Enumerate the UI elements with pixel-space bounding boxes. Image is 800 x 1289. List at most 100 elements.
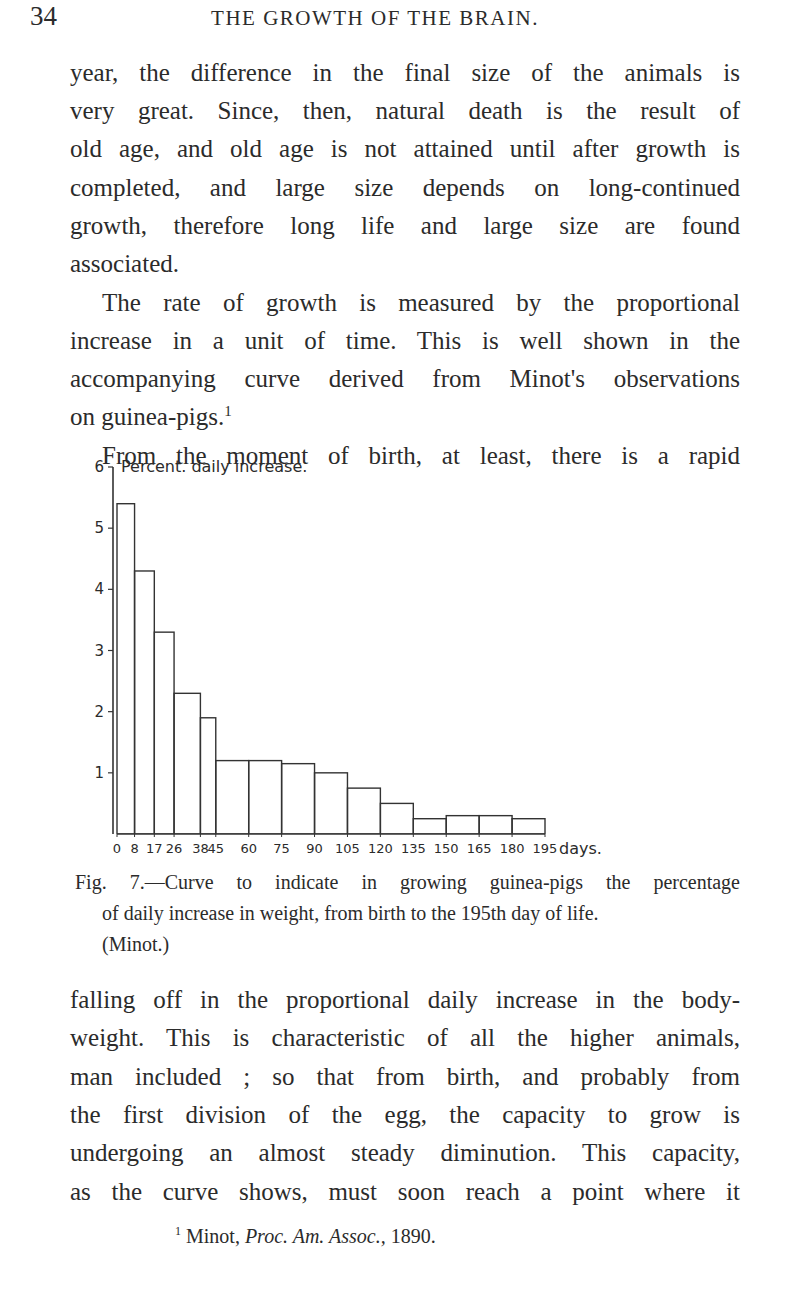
- bar: [347, 788, 380, 834]
- x-tick-label: 38: [192, 841, 209, 856]
- y-axis-label: Percent. daily increase.: [121, 457, 307, 476]
- text-line: old age, and old age is not attained unt…: [70, 133, 740, 166]
- text-line: growth, therefore long life and large si…: [70, 210, 740, 243]
- x-tick: [380, 834, 381, 837]
- text-line: increase in a unit of time. This is well…: [70, 325, 740, 358]
- text: weight. This is characteristic of all th…: [70, 1024, 740, 1051]
- bar: [174, 693, 200, 834]
- text: THE GROWTH OF THE BRAIN.: [211, 6, 539, 30]
- text: growth, therefore long life and large si…: [70, 212, 740, 239]
- x-tick: [413, 834, 414, 837]
- bar: [380, 803, 413, 834]
- y-tick: [108, 711, 113, 712]
- bar: [216, 761, 249, 834]
- bar: [117, 504, 135, 834]
- text-line: falling off in the proportional daily in…: [70, 984, 740, 1017]
- x-tick-label: 105: [335, 841, 360, 856]
- page-number: 34: [30, 0, 57, 35]
- y-tick-label: 2: [94, 703, 104, 721]
- bar: [315, 773, 348, 834]
- x-tick-label: 90: [306, 841, 323, 856]
- text: as the curve shows, must soon reach a po…: [70, 1178, 740, 1205]
- plot-area: [117, 504, 545, 834]
- x-tick-label: 17: [146, 841, 163, 856]
- text: accompanying curve derived from Minot's …: [70, 365, 740, 392]
- text: man included ; so that from birth, and p…: [70, 1063, 740, 1090]
- y-tick: [108, 528, 113, 529]
- x-axis: [117, 833, 545, 835]
- bar: [282, 764, 315, 834]
- x-tick-label: 26: [166, 841, 183, 856]
- text-line: undergoing an almost steady diminution. …: [70, 1137, 740, 1170]
- text: Fig. 7.—Curve to indicate in growing gui…: [75, 871, 740, 893]
- text-line: year, the difference in the final size o…: [70, 57, 740, 90]
- y-tick: [108, 466, 113, 467]
- x-tick-label: 45: [207, 841, 224, 856]
- text: of daily increase in weight, from birth …: [102, 902, 599, 924]
- x-tick-label: 75: [273, 841, 290, 856]
- caption-line: (Minot.): [102, 931, 169, 957]
- text: undergoing an almost steady diminution. …: [70, 1139, 740, 1166]
- footnote-source: Proc. Am. Assoc.,: [245, 1225, 386, 1247]
- x-tick: [134, 834, 135, 837]
- text-line: very great. Since, then, natural death i…: [70, 95, 740, 128]
- x-tick: [117, 834, 118, 837]
- text: The rate of growth is measured by the pr…: [102, 289, 740, 316]
- text: very great. Since, then, natural death i…: [70, 97, 740, 124]
- bar: [512, 819, 545, 834]
- x-tick: [154, 834, 155, 837]
- x-tick-label: 150: [434, 841, 459, 856]
- footnote-marker: 1: [175, 1224, 181, 1238]
- running-title: THE GROWTH OF THE BRAIN.: [0, 5, 750, 32]
- text: year, the difference in the final size o…: [70, 59, 740, 86]
- text: associated.: [70, 250, 179, 277]
- x-tick: [174, 834, 175, 837]
- x-tick: [512, 834, 513, 837]
- text: falling off in the proportional daily in…: [70, 986, 740, 1013]
- y-tick-label: 4: [94, 580, 104, 598]
- text: the first division of the egg, the capac…: [70, 1101, 740, 1128]
- text-line: weight. This is characteristic of all th…: [70, 1022, 740, 1055]
- text: 34: [30, 1, 57, 31]
- bar: [479, 816, 512, 834]
- y-tick-label: 1: [94, 764, 104, 782]
- bar: [249, 761, 282, 834]
- bar: [446, 816, 479, 834]
- text: increase in a unit of time. This is well…: [70, 327, 740, 354]
- text: on guinea-pigs.: [70, 403, 224, 430]
- x-tick: [446, 834, 447, 837]
- x-tick: [347, 834, 348, 837]
- x-tick: [545, 834, 546, 837]
- text-line: the first division of the egg, the capac…: [70, 1099, 740, 1132]
- footnote-year: 1890.: [391, 1225, 436, 1247]
- x-tick-label: 8: [130, 841, 138, 856]
- x-tick-label: 135: [401, 841, 426, 856]
- x-tick: [215, 834, 216, 837]
- y-tick-label: 6: [94, 458, 104, 476]
- x-tick: [281, 834, 282, 837]
- x-tick-label: 195: [533, 841, 558, 856]
- text-line: accompanying curve derived from Minot's …: [70, 363, 740, 396]
- y-tick: [108, 650, 113, 651]
- text-line: completed, and large size depends on lon…: [70, 172, 740, 205]
- x-tick: [200, 834, 201, 837]
- y-tick-label: 3: [94, 642, 104, 660]
- x-tick: [248, 834, 249, 837]
- page: 34THE GROWTH OF THE BRAIN.year, the diff…: [0, 0, 800, 1289]
- bar: [200, 718, 215, 834]
- footnote-author: Minot,: [186, 1225, 240, 1247]
- text: completed, and large size depends on lon…: [70, 174, 740, 201]
- text-line: as the curve shows, must soon reach a po…: [70, 1176, 740, 1209]
- x-tick: [314, 834, 315, 837]
- footnote: 1 Minot, Proc. Am. Assoc., 1890.: [175, 1223, 436, 1249]
- text-line: The rate of growth is measured by the pr…: [102, 287, 740, 320]
- x-tick: [479, 834, 480, 837]
- y-tick-label: 5: [94, 519, 104, 537]
- text: (Minot.): [102, 933, 169, 955]
- x-tick-label: 60: [240, 841, 257, 856]
- caption-line: of daily increase in weight, from birth …: [102, 900, 599, 926]
- x-tick-label: 120: [368, 841, 393, 856]
- x-tick-label: 165: [467, 841, 492, 856]
- x-tick-label: 180: [500, 841, 525, 856]
- x-axis-label: days.: [559, 839, 602, 858]
